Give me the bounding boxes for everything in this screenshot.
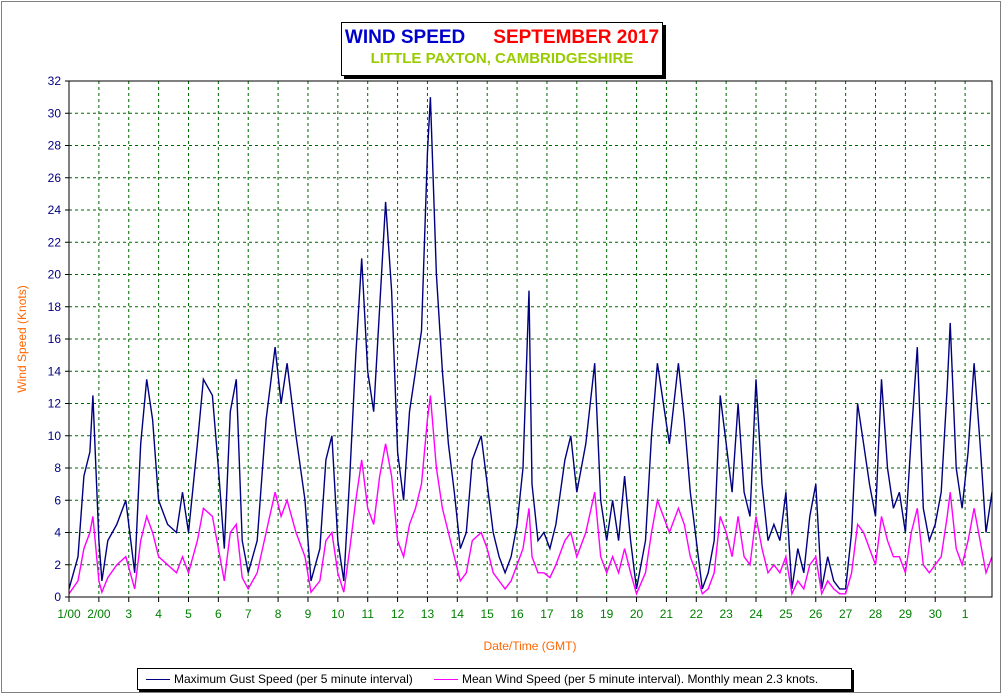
x-tick-label: 16	[510, 607, 524, 621]
x-tick-label: 3	[125, 607, 132, 621]
x-tick-label: 6	[215, 607, 222, 621]
y-tick-label: 24	[48, 203, 62, 217]
y-tick-label: 8	[54, 461, 61, 475]
x-tick-label: 26	[809, 607, 823, 621]
series-line-mean	[68, 395, 993, 597]
y-tick-label: 14	[48, 364, 62, 378]
chart-title-month: SEPTEMBER 2017	[493, 27, 660, 48]
legend-item-mean: Mean Wind Speed (per 5 minute interval).…	[428, 669, 818, 689]
y-tick-label: 4	[54, 526, 61, 540]
x-tick-label: 15	[481, 607, 495, 621]
x-tick-label: 27	[839, 607, 853, 621]
legend: Maximum Gust Speed (per 5 minute interva…	[137, 668, 852, 690]
chart-subtitle: LITTLE PAXTON, CAMBRIDGESHIRE	[370, 50, 634, 67]
x-tick-label: 20	[630, 607, 644, 621]
y-tick-label: 30	[48, 106, 62, 120]
x-tick-label: 17	[540, 607, 554, 621]
y-tick-label: 18	[48, 300, 62, 314]
x-tick-label: 5	[185, 607, 192, 621]
chart-title: WIND SPEED SEPTEMBER 2017	[342, 27, 662, 49]
grid-layer	[69, 80, 992, 597]
x-tick-label: 13	[421, 607, 435, 621]
x-axis-label: Date/Time (GMT)	[484, 639, 577, 653]
x-tick-label: 23	[719, 607, 733, 621]
x-tick-label: 21	[660, 607, 674, 621]
x-tick-label: 19	[600, 607, 614, 621]
axis-layer	[65, 80, 993, 602]
y-tick-label: 0	[54, 590, 61, 604]
y-tick-label: 10	[48, 429, 62, 443]
x-tick-label: 18	[570, 607, 584, 621]
y-tick-label: 28	[48, 139, 62, 153]
legend-item-gust: Maximum Gust Speed (per 5 minute interva…	[140, 669, 413, 689]
x-tick-label: 14	[451, 607, 465, 621]
x-tick-label: 9	[305, 607, 312, 621]
plot-area-border	[68, 80, 993, 598]
y-tick-label: 12	[48, 397, 62, 411]
y-tick-label: 6	[54, 493, 61, 507]
series-line-gust	[68, 97, 993, 590]
series-layer	[68, 97, 993, 597]
y-tick-label: 16	[48, 332, 62, 346]
x-tick-label: 25	[779, 607, 793, 621]
legend-label-mean: Mean Wind Speed (per 5 minute interval).…	[462, 672, 819, 686]
x-tick-label: 8	[275, 607, 282, 621]
y-tick-label: 26	[48, 171, 62, 185]
x-tick-label: 12	[391, 607, 405, 621]
x-tick-label: 29	[899, 607, 913, 621]
x-tick-label: 7	[245, 607, 252, 621]
legend-swatch-gust	[146, 679, 170, 681]
x-tick-label: 4	[155, 607, 162, 621]
x-tick-label: 24	[749, 607, 763, 621]
chart-title-box: WIND SPEED SEPTEMBER 2017 LITTLE PAXTON, …	[341, 22, 663, 76]
x-tick-label: 1	[962, 607, 969, 621]
x-tick-label: 2/00	[87, 607, 111, 621]
x-tick-label: 22	[690, 607, 704, 621]
legend-swatch-mean	[434, 679, 458, 681]
y-tick-label: 2	[54, 558, 61, 572]
x-tick-label: 10	[331, 607, 345, 621]
chart-title-main: WIND SPEED	[344, 27, 466, 48]
x-tick-label: 30	[929, 607, 943, 621]
y-tick-label: 32	[48, 74, 62, 88]
legend-label-gust: Maximum Gust Speed (per 5 minute interva…	[174, 672, 413, 686]
y-axis-label: Wind Speed (Knots)	[15, 285, 29, 392]
x-tick-label: 28	[869, 607, 883, 621]
y-tick-label: 22	[48, 235, 62, 249]
x-tick-label: 1/00	[57, 607, 81, 621]
x-tick-label: 11	[361, 607, 374, 621]
y-tick-label: 20	[48, 268, 62, 282]
